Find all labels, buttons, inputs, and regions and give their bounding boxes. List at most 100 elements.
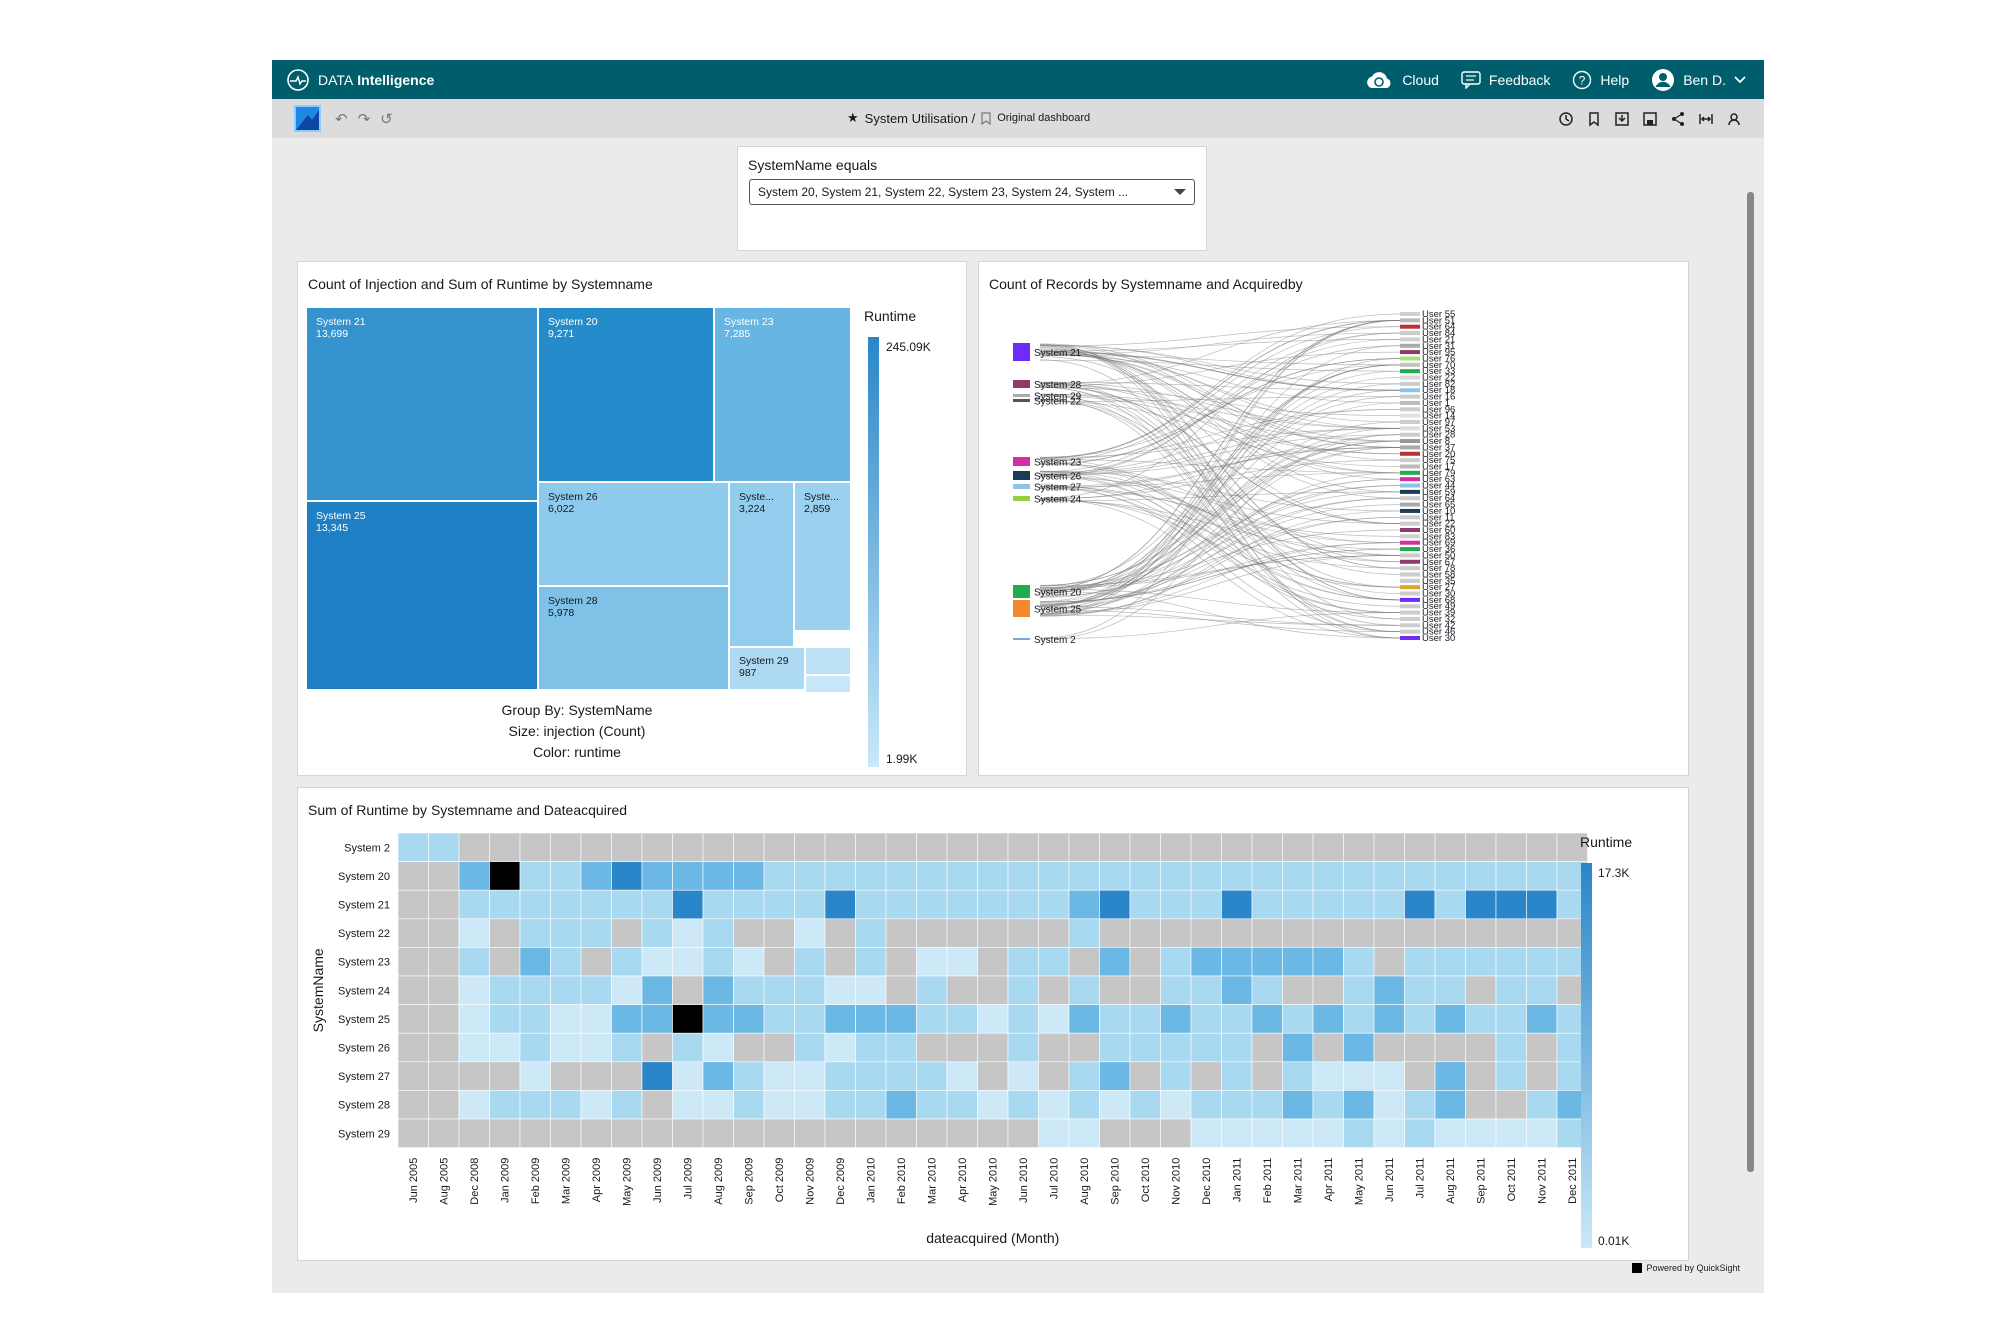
sankey-link[interactable] — [1039, 408, 1401, 460]
heatmap-cell[interactable] — [763, 1118, 795, 1148]
heatmap-cell[interactable] — [428, 947, 460, 977]
heatmap-cell[interactable] — [855, 1004, 887, 1034]
heatmap-cell[interactable] — [824, 889, 856, 920]
sankey-target-node[interactable] — [1400, 566, 1420, 571]
heatmap-cell[interactable] — [763, 861, 795, 891]
heatmap-cell[interactable] — [885, 1004, 917, 1034]
heatmap-cell[interactable] — [1221, 1061, 1253, 1091]
heatmap-cell[interactable] — [702, 889, 734, 920]
heatmap-cell[interactable] — [1495, 1118, 1527, 1148]
brand-logo[interactable]: DATA Intelligence — [284, 68, 434, 91]
sankey-link[interactable] — [1039, 400, 1401, 467]
heatmap-cell[interactable] — [550, 1004, 582, 1034]
heatmap-cell[interactable] — [1221, 889, 1253, 920]
heatmap-cell[interactable] — [1526, 1004, 1558, 1034]
heatmap-cell[interactable] — [916, 1061, 948, 1091]
heatmap-cell[interactable] — [1160, 832, 1192, 862]
heatmap-cell[interactable] — [1312, 1118, 1344, 1148]
heatmap-cell[interactable] — [763, 1032, 795, 1063]
heatmap-cell[interactable] — [1068, 1118, 1100, 1148]
sankey-link[interactable] — [1039, 612, 1401, 640]
heatmap-cell[interactable] — [611, 861, 643, 891]
sankey-link[interactable] — [1039, 382, 1401, 429]
heatmap-cell[interactable] — [641, 918, 673, 948]
treemap-tile[interactable]: Syste... 2,859 — [794, 482, 851, 631]
heatmap-cell[interactable] — [458, 1032, 490, 1063]
sankey-target-node[interactable] — [1400, 521, 1420, 526]
sankey-link[interactable] — [1039, 447, 1401, 614]
heatmap-cell[interactable] — [916, 889, 948, 920]
heatmap-cell[interactable] — [855, 975, 887, 1005]
heatmap-cell[interactable] — [1068, 1032, 1100, 1063]
heatmap-cell[interactable] — [1221, 1118, 1253, 1148]
heatmap-cell[interactable] — [916, 861, 948, 891]
sankey-link[interactable] — [1039, 491, 1401, 502]
heatmap-cell[interactable] — [641, 1118, 673, 1148]
heatmap-cell[interactable] — [428, 1004, 460, 1034]
heatmap-cell[interactable] — [702, 1032, 734, 1063]
heatmap-cell[interactable] — [1495, 889, 1527, 920]
heatmap-cell[interactable] — [946, 1032, 978, 1063]
heatmap-cell[interactable] — [1312, 1032, 1344, 1063]
heatmap-cell[interactable] — [1434, 1061, 1466, 1091]
heatmap-cell[interactable] — [885, 947, 917, 977]
heatmap-cell[interactable] — [1129, 1004, 1161, 1034]
heatmap-cell[interactable] — [1099, 1118, 1131, 1148]
heatmap-cell[interactable] — [428, 975, 460, 1005]
heatmap-cell[interactable] — [1312, 832, 1344, 862]
heatmap-cell[interactable] — [1068, 947, 1100, 977]
heatmap-cell[interactable] — [885, 1061, 917, 1091]
save-icon[interactable] — [1642, 111, 1658, 127]
heatmap-cell[interactable] — [855, 1061, 887, 1091]
heatmap-cell[interactable] — [611, 832, 643, 862]
heatmap-cell[interactable] — [1343, 889, 1375, 920]
sankey-target-node[interactable] — [1400, 413, 1420, 418]
sankey-link[interactable] — [1039, 332, 1401, 499]
heatmap-cell[interactable] — [1129, 1032, 1161, 1063]
heatmap-cell[interactable] — [977, 1118, 1009, 1148]
heatmap-cell[interactable] — [1404, 1004, 1436, 1034]
heatmap-cell[interactable] — [458, 947, 490, 977]
sankey-link[interactable] — [1039, 555, 1401, 615]
heatmap-cell[interactable] — [397, 861, 429, 891]
heatmap-cell[interactable] — [1099, 889, 1131, 920]
heatmap-cell[interactable] — [977, 975, 1009, 1005]
heatmap-cell[interactable] — [1007, 975, 1039, 1005]
heatmap-cell[interactable] — [1465, 947, 1497, 977]
heatmap-cell[interactable] — [550, 975, 582, 1005]
sankey-target-node[interactable] — [1400, 489, 1420, 494]
heatmap-cell[interactable] — [1404, 1032, 1436, 1063]
sankey-link[interactable] — [1039, 358, 1401, 639]
heatmap-cell[interactable] — [611, 1118, 643, 1148]
treemap-tile[interactable]: System 28 5,978 — [538, 586, 729, 690]
heatmap-cell[interactable] — [1038, 889, 1070, 920]
heatmap-cell[interactable] — [580, 1032, 612, 1063]
heatmap-cell[interactable] — [1495, 975, 1527, 1005]
heatmap-cell[interactable] — [977, 861, 1009, 891]
sankey-link[interactable] — [1039, 500, 1401, 550]
fit-width-icon[interactable] — [1698, 111, 1714, 127]
sankey-target-node[interactable] — [1400, 362, 1420, 367]
heatmap-cell[interactable] — [1251, 947, 1283, 977]
sankey-source-node[interactable] — [1013, 585, 1030, 598]
treemap-tile[interactable]: System 20 9,271 — [538, 307, 714, 482]
heatmap-cell[interactable] — [1373, 1032, 1405, 1063]
sankey-link[interactable] — [1039, 383, 1401, 474]
heatmap-cell[interactable] — [611, 1032, 643, 1063]
sankey-link[interactable] — [1039, 478, 1401, 591]
heatmap-cell[interactable] — [1465, 1090, 1497, 1120]
heatmap-cell[interactable] — [672, 1090, 704, 1120]
heatmap-cell[interactable] — [1190, 918, 1222, 948]
heatmap-cell[interactable] — [1373, 889, 1405, 920]
heatmap-cell[interactable] — [1251, 918, 1283, 948]
sankey-link[interactable] — [1039, 351, 1401, 387]
heatmap-cell[interactable] — [763, 918, 795, 948]
heatmap-cell[interactable] — [1007, 832, 1039, 862]
heatmap-cell[interactable] — [1129, 975, 1161, 1005]
sankey-target-node[interactable] — [1400, 375, 1420, 380]
heatmap-cell[interactable] — [397, 889, 429, 920]
sankey-link[interactable] — [1039, 364, 1401, 587]
sankey-link[interactable] — [1039, 421, 1401, 607]
heatmap-cell[interactable] — [428, 1118, 460, 1148]
heatmap-cell[interactable] — [550, 1061, 582, 1091]
